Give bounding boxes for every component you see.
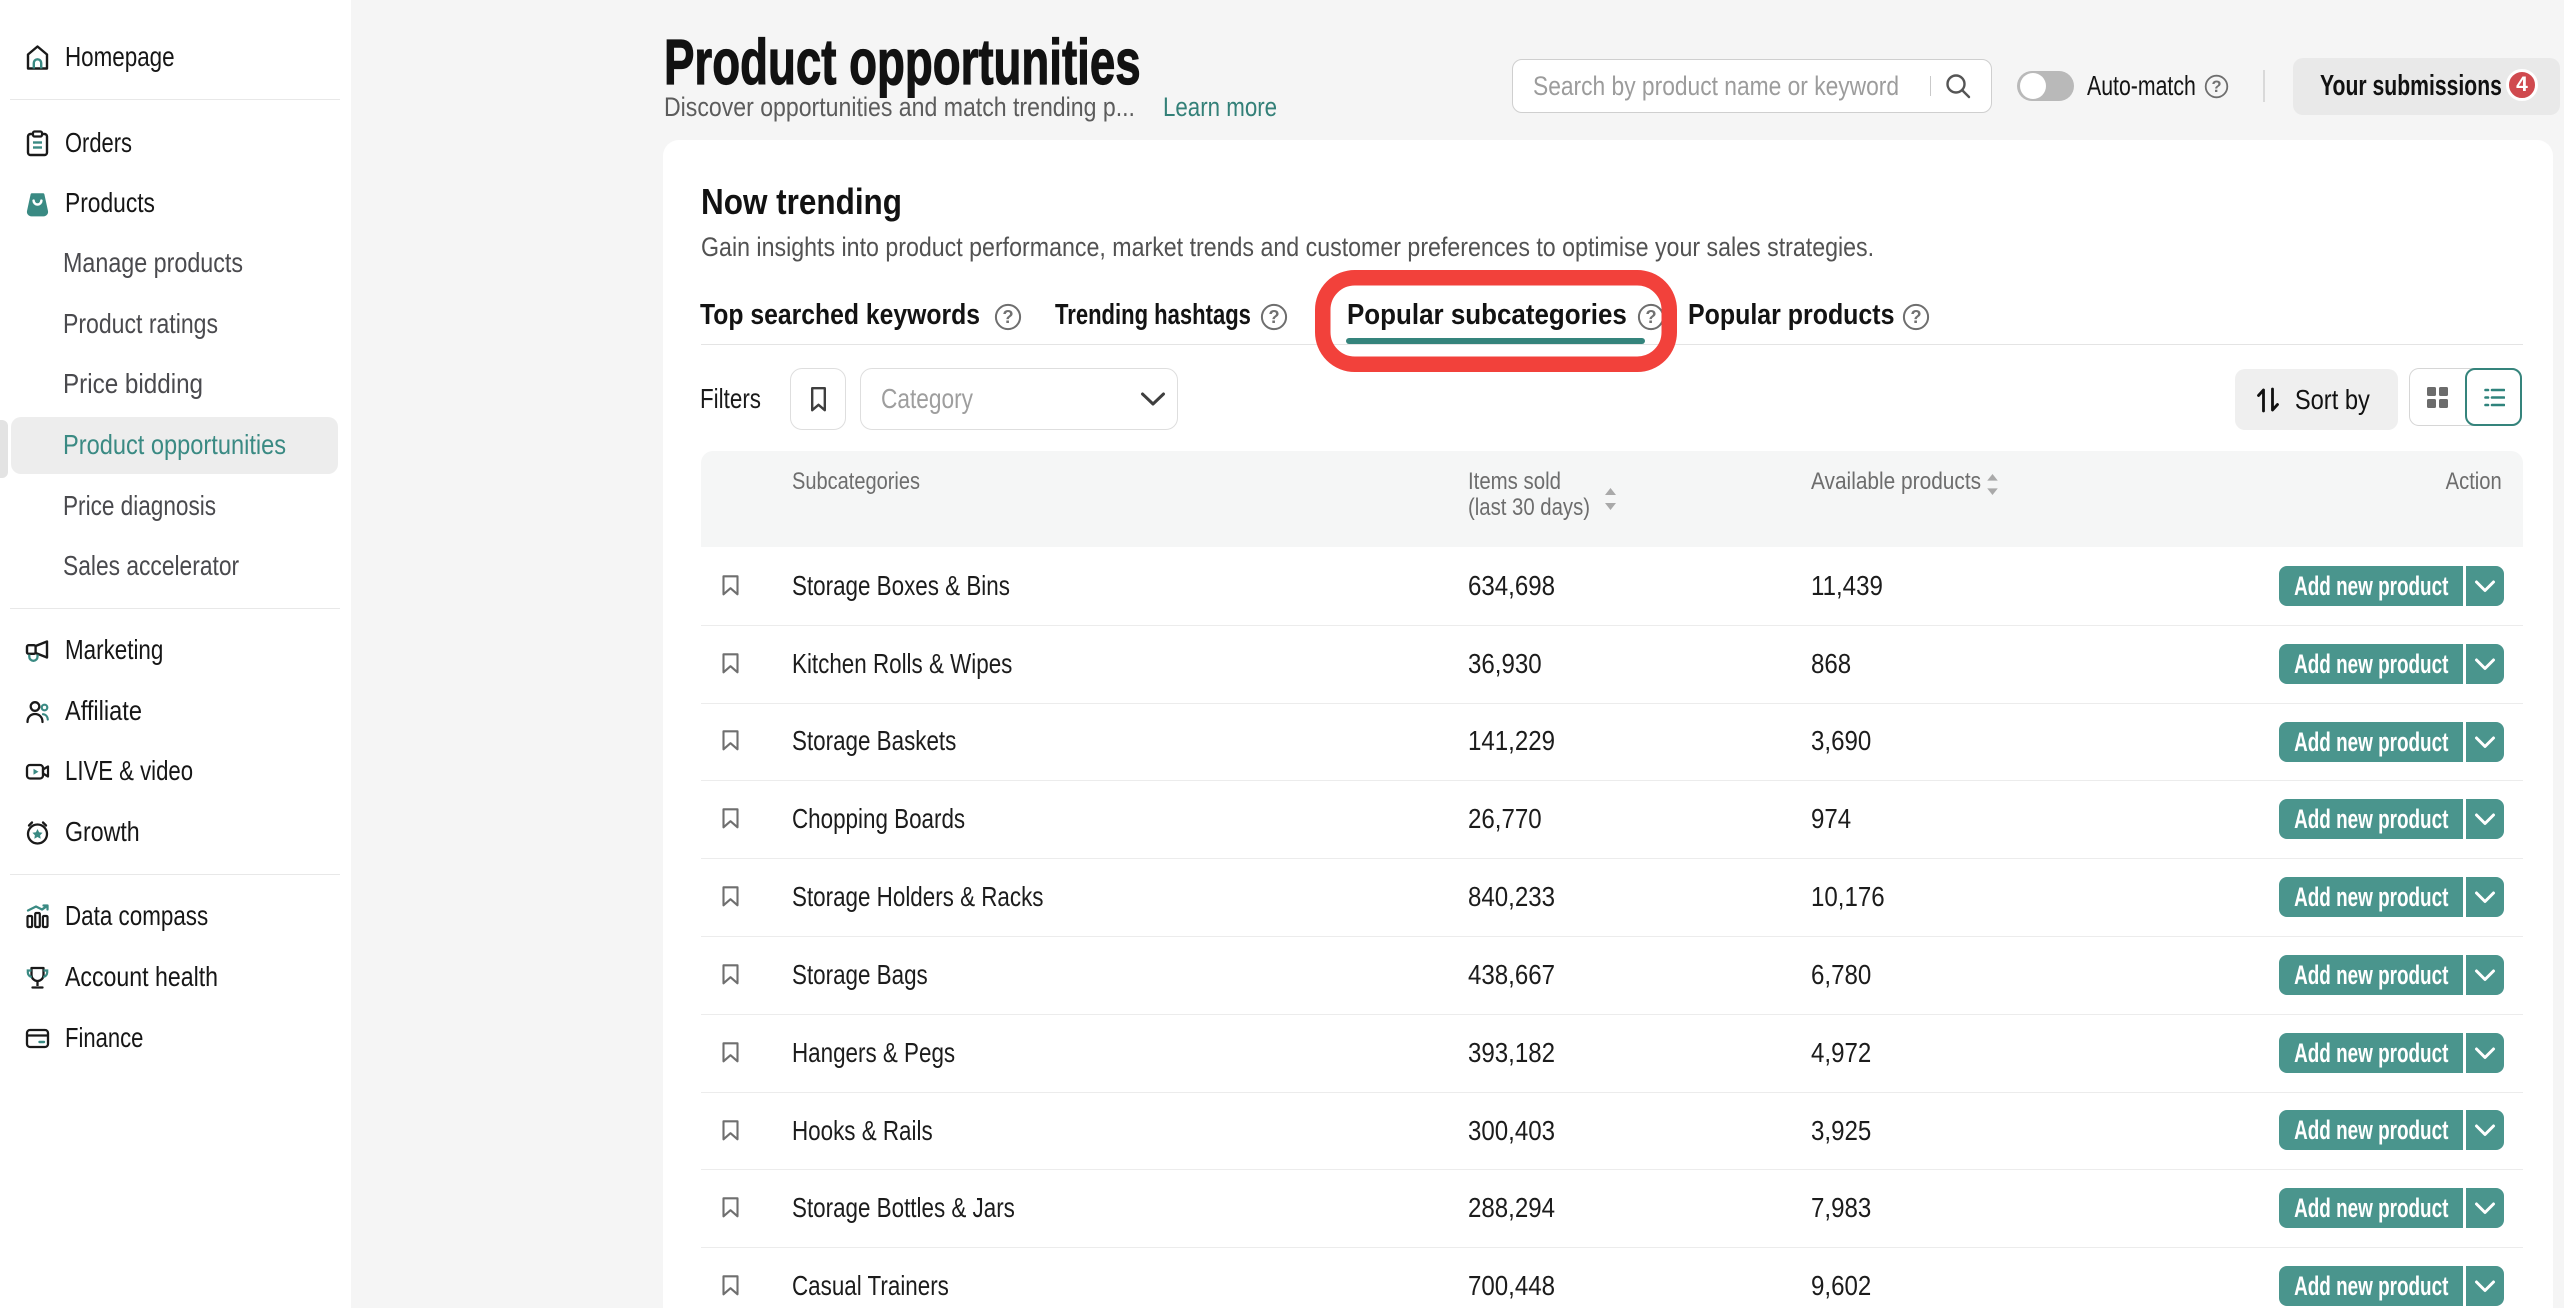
svg-text:?: ? bbox=[2211, 78, 2221, 96]
svg-text:?: ? bbox=[1268, 306, 1279, 327]
svg-text:?: ? bbox=[1910, 306, 1921, 327]
svg-text:?: ? bbox=[1645, 306, 1656, 327]
svg-text:?: ? bbox=[1002, 306, 1013, 327]
